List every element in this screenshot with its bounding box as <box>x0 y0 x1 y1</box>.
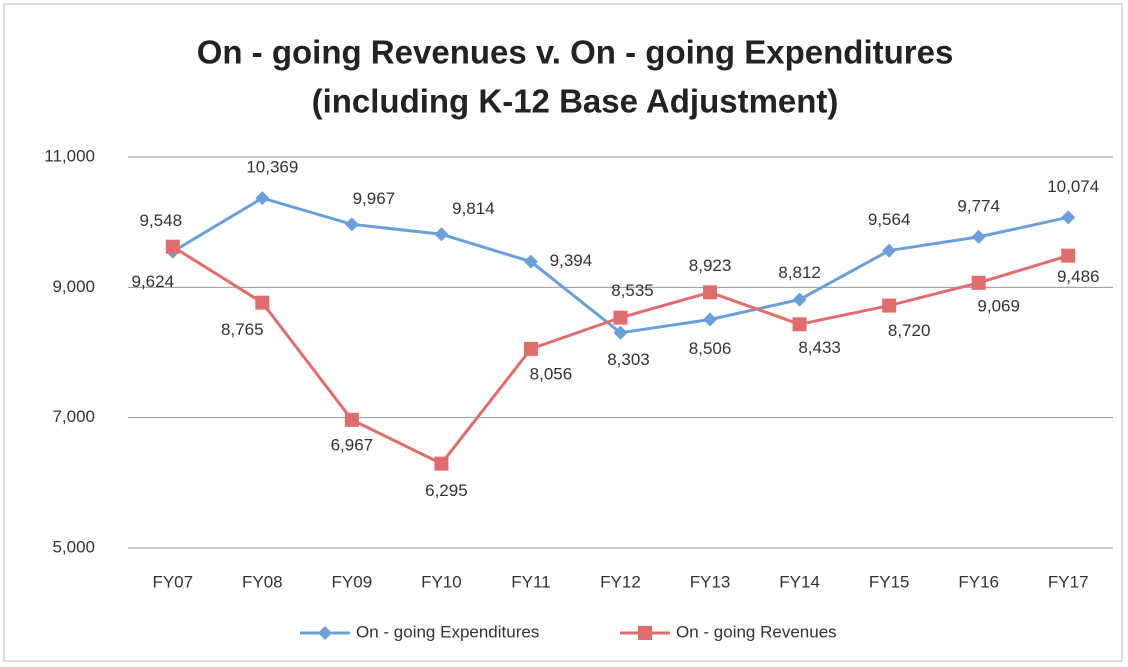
x-tick-label: FY08 <box>242 572 283 591</box>
chart-border <box>3 3 1123 662</box>
point-marker <box>882 298 897 313</box>
data-label: 9,814 <box>452 199 495 218</box>
data-label: 9,394 <box>550 251 593 270</box>
x-tick-label: FY13 <box>690 572 731 591</box>
legend-marker <box>638 626 652 640</box>
y-tick-label: 7,000 <box>52 407 95 426</box>
data-label: 9,967 <box>353 189 396 208</box>
point-marker <box>344 412 359 427</box>
legend-label: On - going Expenditures <box>356 622 539 641</box>
chart-subtitle: (including K-12 Base Adjustment) <box>312 83 839 120</box>
x-tick-label: FY14 <box>779 572 820 591</box>
x-tick-label: FY12 <box>600 572 641 591</box>
point-marker <box>1061 248 1076 263</box>
data-label: 9,069 <box>977 296 1020 315</box>
point-marker <box>882 243 897 258</box>
point-marker <box>613 325 628 340</box>
legend-label: On - going Revenues <box>676 622 837 641</box>
y-tick-label: 5,000 <box>52 537 95 556</box>
y-tick-label: 11,000 <box>44 146 95 165</box>
point-marker <box>792 317 807 332</box>
chart-title: On - going Revenues v. On - going Expend… <box>197 34 954 71</box>
data-label: 9,548 <box>139 211 182 230</box>
data-label: 9,564 <box>868 210 911 229</box>
point-marker <box>255 191 270 206</box>
data-label: 9,774 <box>957 196 1000 215</box>
data-label: 8,506 <box>689 339 732 358</box>
data-label: 8,720 <box>888 321 931 340</box>
point-marker <box>792 292 807 307</box>
x-tick-label: FY15 <box>869 572 910 591</box>
y-tick-label: 9,000 <box>52 277 95 296</box>
point-marker <box>971 275 986 290</box>
point-marker <box>703 285 718 300</box>
data-label: 10,369 <box>246 158 298 177</box>
x-tick-label: FY07 <box>152 572 193 591</box>
data-label: 9,486 <box>1057 267 1100 286</box>
legend-marker <box>318 626 332 640</box>
x-tick-label: FY17 <box>1048 572 1089 591</box>
point-marker <box>1061 210 1076 225</box>
point-marker <box>613 310 628 325</box>
data-label: 8,812 <box>778 263 821 282</box>
data-label: 6,967 <box>331 435 374 454</box>
point-marker <box>523 341 538 356</box>
data-label: 10,074 <box>1047 177 1099 196</box>
point-marker <box>434 227 449 242</box>
point-marker <box>344 217 359 232</box>
x-tick-label: FY16 <box>958 572 999 591</box>
point-marker <box>255 295 270 310</box>
point-marker <box>703 312 718 327</box>
data-label: 8,303 <box>607 350 650 369</box>
data-label: 9,624 <box>131 272 174 291</box>
data-label: 8,535 <box>611 281 654 300</box>
data-label: 8,056 <box>530 364 573 383</box>
data-label: 6,295 <box>425 481 468 500</box>
point-marker <box>523 254 538 269</box>
point-marker <box>971 229 986 244</box>
point-marker <box>165 239 180 254</box>
x-tick-label: FY11 <box>511 572 550 591</box>
data-label: 8,765 <box>221 320 264 339</box>
data-label: 8,923 <box>689 256 732 275</box>
data-label: 8,433 <box>798 338 841 357</box>
x-tick-label: FY09 <box>332 572 373 591</box>
point-marker <box>434 456 449 471</box>
x-tick-label: FY10 <box>421 572 462 591</box>
